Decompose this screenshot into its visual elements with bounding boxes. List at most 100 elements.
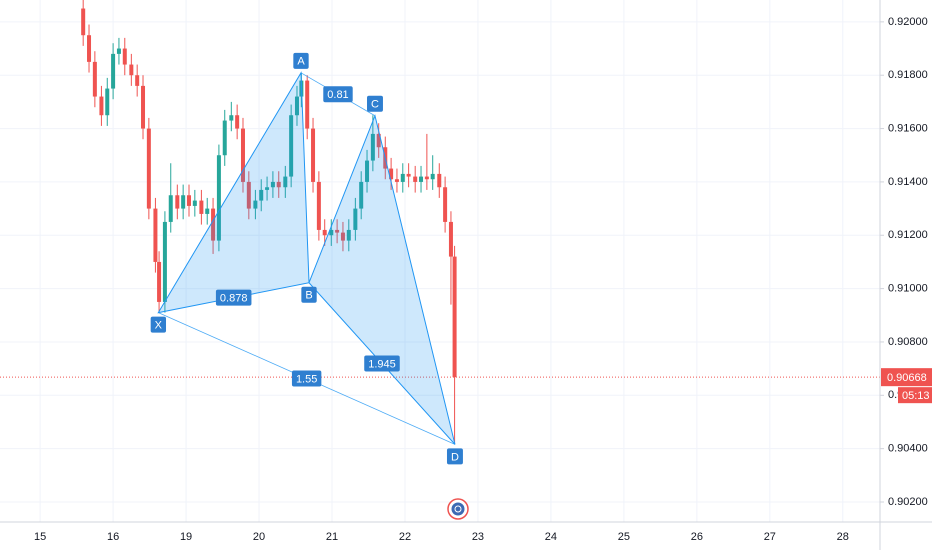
ratio-label-bg — [323, 86, 353, 103]
x-tick-label: 28 — [837, 531, 849, 543]
point-label-bg — [367, 95, 383, 112]
y-tick-label: 0.91000 — [888, 283, 928, 295]
point-label-text: X — [155, 320, 163, 332]
candles — [0, 0, 880, 445]
y-tick-label: 0.91200 — [888, 229, 928, 241]
candle-body — [294, 96, 299, 116]
ratio-label: 1.945 — [364, 355, 400, 372]
candle-body — [146, 128, 151, 209]
ratio-label-bg — [364, 355, 400, 372]
candle-body — [122, 48, 127, 65]
axes: 15 16 19 20 21 22 23 24 25 26 27 28 0.90200 0.90400 0.… — [34, 16, 932, 543]
candle-body — [205, 208, 210, 214]
candle-body — [448, 221, 453, 257]
y-tick-label: 0.90200 — [888, 496, 928, 508]
x-tick-label: 24 — [545, 531, 557, 543]
grid — [0, 0, 880, 522]
point-label-text: D — [451, 451, 459, 463]
point-label-bg — [150, 316, 167, 333]
candle-body — [141, 85, 146, 129]
candle-body — [311, 128, 316, 182]
candle-body — [192, 200, 197, 206]
candle-body — [424, 176, 429, 180]
candle-body — [87, 35, 92, 62]
candle-body — [406, 173, 411, 177]
candle-body — [99, 96, 104, 116]
candle-body — [316, 181, 321, 230]
candle-body — [135, 75, 140, 86]
candle-body — [253, 200, 258, 209]
candle-body — [340, 232, 345, 241]
candle-body — [181, 195, 186, 209]
ratio-label-text: 1.945 — [368, 358, 396, 370]
candle-body — [265, 187, 270, 190]
candle-body — [329, 229, 334, 236]
point-label: D — [446, 448, 463, 465]
x-tick-label: 27 — [764, 531, 776, 543]
y-tick-label: 0.91400 — [888, 176, 928, 188]
ratio-label: 0.878 — [215, 289, 252, 306]
y-tick-label: 0.92000 — [888, 16, 928, 28]
candle-body — [199, 200, 204, 214]
candle-body — [111, 53, 116, 89]
candle-body — [259, 189, 264, 201]
candle-body — [186, 195, 191, 206]
candle-body — [81, 8, 86, 36]
candle-body — [419, 176, 424, 182]
candle-body — [276, 181, 281, 188]
candle-body — [437, 173, 442, 188]
candle-body — [222, 120, 227, 156]
x-tick-label: 26 — [691, 531, 703, 543]
point-label-bg — [446, 448, 463, 465]
candle-body — [157, 261, 162, 302]
candle-body — [359, 181, 364, 209]
current-price-bg — [881, 368, 932, 387]
event-icon[interactable] — [447, 498, 469, 520]
ratio-label-text: 1.55 — [296, 373, 317, 385]
candle-body — [240, 128, 245, 182]
candle-body — [283, 176, 288, 188]
candle-body — [246, 181, 251, 209]
harmonic-pattern: 0.878 0.81 1.945 1.55 X A B C D — [150, 52, 463, 465]
candle-body — [235, 115, 240, 129]
point-label-bg — [301, 286, 317, 303]
candle-body — [353, 208, 358, 230]
candle-body — [168, 195, 173, 222]
candle-body — [452, 256, 457, 378]
y-tick-label: 0.91800 — [888, 69, 928, 81]
x-tick-label: 23 — [472, 531, 484, 543]
candle-body — [270, 181, 275, 188]
x-tick-label: 16 — [107, 531, 119, 543]
price-axis-bg — [880, 0, 932, 550]
candle-body — [346, 229, 351, 241]
candle-body — [116, 48, 121, 54]
candle-body — [322, 229, 327, 236]
x-tick-label: 20 — [253, 531, 265, 543]
point-label: C — [367, 95, 383, 112]
ratio-label: 0.81 — [323, 86, 353, 103]
point-label-text: B — [305, 290, 312, 302]
candle-body — [229, 115, 234, 121]
point-label: X — [150, 316, 167, 333]
candle-body — [289, 115, 294, 177]
point-label-text: C — [371, 99, 379, 111]
candle-body — [394, 179, 399, 182]
candle-body — [400, 173, 405, 182]
candle-body — [305, 80, 310, 129]
y-tick-label: 0.91600 — [888, 122, 928, 134]
x-tick-label: 21 — [326, 531, 338, 543]
ratio-label-bg — [215, 289, 252, 306]
candle-body — [153, 208, 158, 262]
x-tick-label: 22 — [399, 531, 411, 543]
point-label: B — [301, 286, 317, 303]
ratio-label-text: 0.878 — [220, 293, 248, 305]
candle-body — [175, 195, 180, 209]
candle-body — [216, 155, 221, 241]
x-tick-label: 15 — [34, 531, 46, 543]
candle-body — [413, 176, 418, 182]
x-tick-label: 25 — [618, 531, 630, 543]
candle-body — [335, 229, 340, 233]
time-axis-bg — [0, 522, 932, 550]
